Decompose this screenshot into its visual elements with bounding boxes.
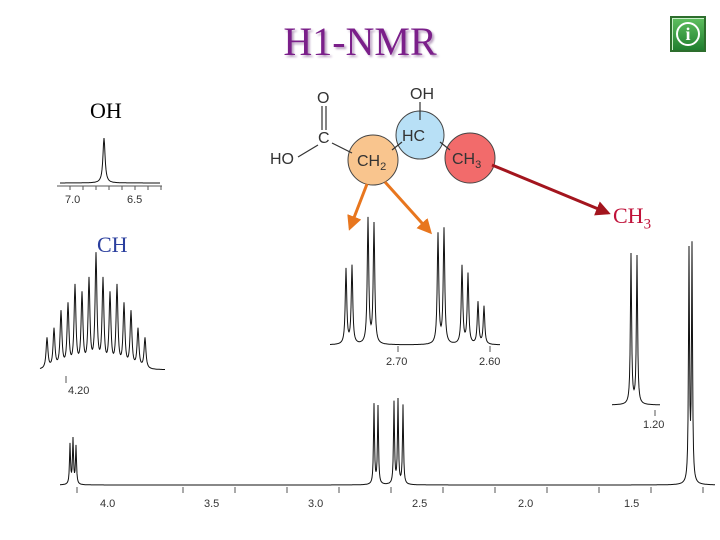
atom-c: C bbox=[318, 130, 330, 147]
atom-ch2: CH2 bbox=[357, 153, 386, 173]
label-ch3: CH3 bbox=[613, 203, 651, 233]
inset-ch2-axis bbox=[397, 346, 491, 352]
page-title: H1-NMR bbox=[283, 19, 437, 64]
ch2-multiplet-trace bbox=[330, 216, 500, 346]
atom-ch3: CH3 bbox=[452, 151, 481, 171]
info-button[interactable]: i bbox=[670, 16, 706, 52]
main-axis-tick-1-5: 1.5 bbox=[624, 498, 639, 510]
oh-peak-trace bbox=[60, 137, 160, 184]
info-icon bbox=[676, 22, 700, 46]
arrow-ch2-left bbox=[347, 183, 369, 231]
atom-ho: HO bbox=[270, 151, 294, 168]
ch2-circle bbox=[347, 134, 399, 186]
main-axis-ticks bbox=[76, 487, 704, 493]
main-axis-tick-3-5: 3.5 bbox=[204, 498, 219, 510]
ch3-circle bbox=[444, 132, 496, 184]
atom-oh-top: OH bbox=[410, 86, 434, 103]
info-glyph: i bbox=[685, 24, 691, 44]
arrow-ch2-right bbox=[383, 180, 433, 235]
bond-c-ho bbox=[297, 144, 319, 158]
inset-oh-axis bbox=[57, 185, 162, 190]
label-oh: OH bbox=[90, 98, 122, 123]
inset-ch3-tick-1-20: 1.20 bbox=[643, 419, 664, 431]
bond-hc-ch3 bbox=[439, 141, 451, 151]
main-spectrum-trace bbox=[60, 241, 715, 486]
label-ch3-sub: 3 bbox=[643, 216, 652, 233]
inset-ch2-tick-2-70: 2.70 bbox=[386, 356, 407, 368]
inset-ch-tick-4-20: 4.20 bbox=[68, 385, 89, 397]
arrow-ch3 bbox=[491, 163, 611, 216]
inset-oh-tick-6-5: 6.5 bbox=[127, 194, 142, 206]
label-ch: CH bbox=[97, 232, 128, 257]
bond-c-ch2 bbox=[331, 142, 353, 154]
bond-ch2-hc bbox=[391, 141, 403, 151]
atom-o-top: O bbox=[317, 90, 329, 107]
atom-hc: HC bbox=[402, 128, 425, 145]
label-ch3-main: CH bbox=[613, 203, 644, 228]
inset-oh-tick-7-0: 7.0 bbox=[65, 194, 80, 206]
ch3-doublet-trace bbox=[612, 252, 660, 406]
inset-ch2-tick-2-60: 2.60 bbox=[479, 356, 500, 368]
molecule-structure: O C HO OH HC CH2 CH3 bbox=[270, 86, 496, 186]
main-axis-tick-2-0: 2.0 bbox=[518, 498, 533, 510]
main-axis-tick-2-5: 2.5 bbox=[412, 498, 427, 510]
main-axis-tick-4-0: 4.0 bbox=[100, 498, 115, 510]
ch-multiplet-trace bbox=[39, 252, 165, 370]
main-axis-tick-3-0: 3.0 bbox=[308, 498, 323, 510]
spectrum-traces bbox=[39, 137, 715, 486]
